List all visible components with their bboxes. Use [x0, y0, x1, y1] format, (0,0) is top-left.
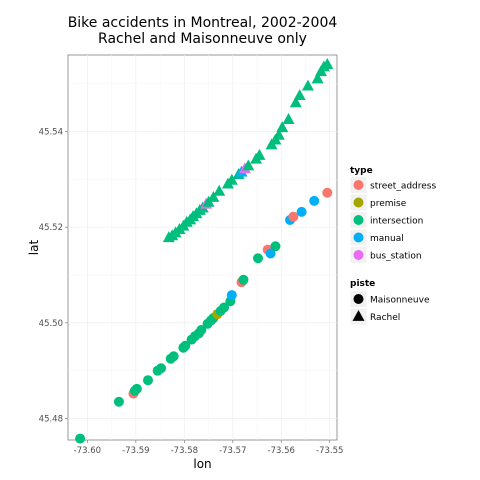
maisonneuve-point — [75, 433, 86, 444]
rachel-point — [282, 113, 295, 124]
maisonneuve-point — [168, 351, 179, 362]
chart-title-line: Bike accidents in Montreal, 2002-2004 — [68, 15, 338, 31]
rachel-point — [311, 72, 324, 84]
rachel-point — [213, 184, 226, 196]
y-axis: 45.48 45.50 45.52 45.54 — [39, 128, 68, 424]
y-tick-label: 45.48 — [39, 414, 63, 424]
legend-label: Rachel — [370, 313, 400, 323]
rachel-point — [272, 128, 285, 140]
chart-title: Bike accidents in Montreal, 2002-2004Rac… — [68, 15, 338, 47]
legend-piste-title: piste — [350, 279, 375, 289]
rachel-point — [321, 58, 334, 69]
data-points — [75, 58, 334, 444]
plot-panel — [67, 54, 338, 441]
rachel-point — [253, 148, 266, 160]
rachel-point — [242, 159, 255, 171]
legend-label: intersection — [370, 217, 423, 227]
legend-type-title: type — [350, 166, 373, 176]
rachel-point — [207, 191, 220, 202]
rachel-point — [289, 96, 302, 108]
major-gridlines — [68, 55, 337, 440]
legend-key-rachel — [352, 309, 365, 321]
rachel-point — [276, 121, 289, 133]
x-tick-label: -73.58 — [171, 446, 198, 456]
legend-key-premise — [353, 197, 364, 208]
maisonneuve-point — [196, 325, 207, 335]
legend-piste: piste Maisonneuve Rachel — [349, 279, 430, 326]
maisonneuve-point — [113, 396, 124, 407]
chart-title-line: Rachel and Maisonneuve only — [98, 31, 307, 47]
x-tick-label: -73.60 — [74, 446, 101, 456]
maisonneuve-point — [309, 195, 320, 206]
maisonneuve-point — [219, 302, 230, 313]
legend-label: manual — [370, 234, 404, 244]
y-tick-label: 45.50 — [39, 319, 63, 329]
maisonneuve-point — [180, 340, 191, 351]
minor-gridlines — [68, 55, 337, 440]
maisonneuve-point — [322, 187, 333, 198]
y-axis-title: lat — [27, 240, 41, 256]
x-tick-label: -73.55 — [316, 446, 343, 456]
legend-label: bus_station — [370, 252, 422, 262]
maisonneuve-point — [238, 274, 249, 285]
maisonneuve-point — [288, 211, 299, 222]
x-tick-label: -73.57 — [219, 446, 246, 456]
rachel-point — [301, 79, 314, 91]
rachel-point — [293, 89, 306, 101]
legend-key-intersection — [353, 215, 364, 225]
x-axis-title: lon — [193, 457, 211, 471]
legend-key-maisonneuve — [353, 294, 364, 304]
maisonneuve-point — [270, 241, 281, 252]
rachel-point — [225, 173, 238, 185]
maisonneuve-point — [252, 253, 263, 264]
maisonneuve-point — [226, 290, 237, 301]
maisonneuve-point — [131, 383, 142, 394]
y-tick-label: 45.54 — [39, 128, 63, 138]
legend-key-street_address — [353, 180, 364, 190]
legend-label: street_address — [370, 182, 436, 192]
legend-label: Maisonneuve — [370, 296, 430, 306]
maisonneuve-point — [296, 206, 307, 217]
x-tick-label: -73.59 — [122, 446, 149, 456]
maisonneuve-point — [156, 363, 167, 374]
legend-key-bus_station — [353, 250, 364, 260]
y-tick-label: 45.52 — [39, 223, 63, 233]
maisonneuve-point — [265, 248, 276, 259]
legend-label: premise — [370, 199, 407, 209]
x-tick-label: -73.56 — [268, 446, 295, 456]
maisonneuve-point — [142, 375, 153, 386]
legend-key-manual — [353, 232, 364, 243]
x-axis: -73.60 -73.59 -73.58 -73.57 -73.56 -73.55 — [74, 440, 343, 456]
